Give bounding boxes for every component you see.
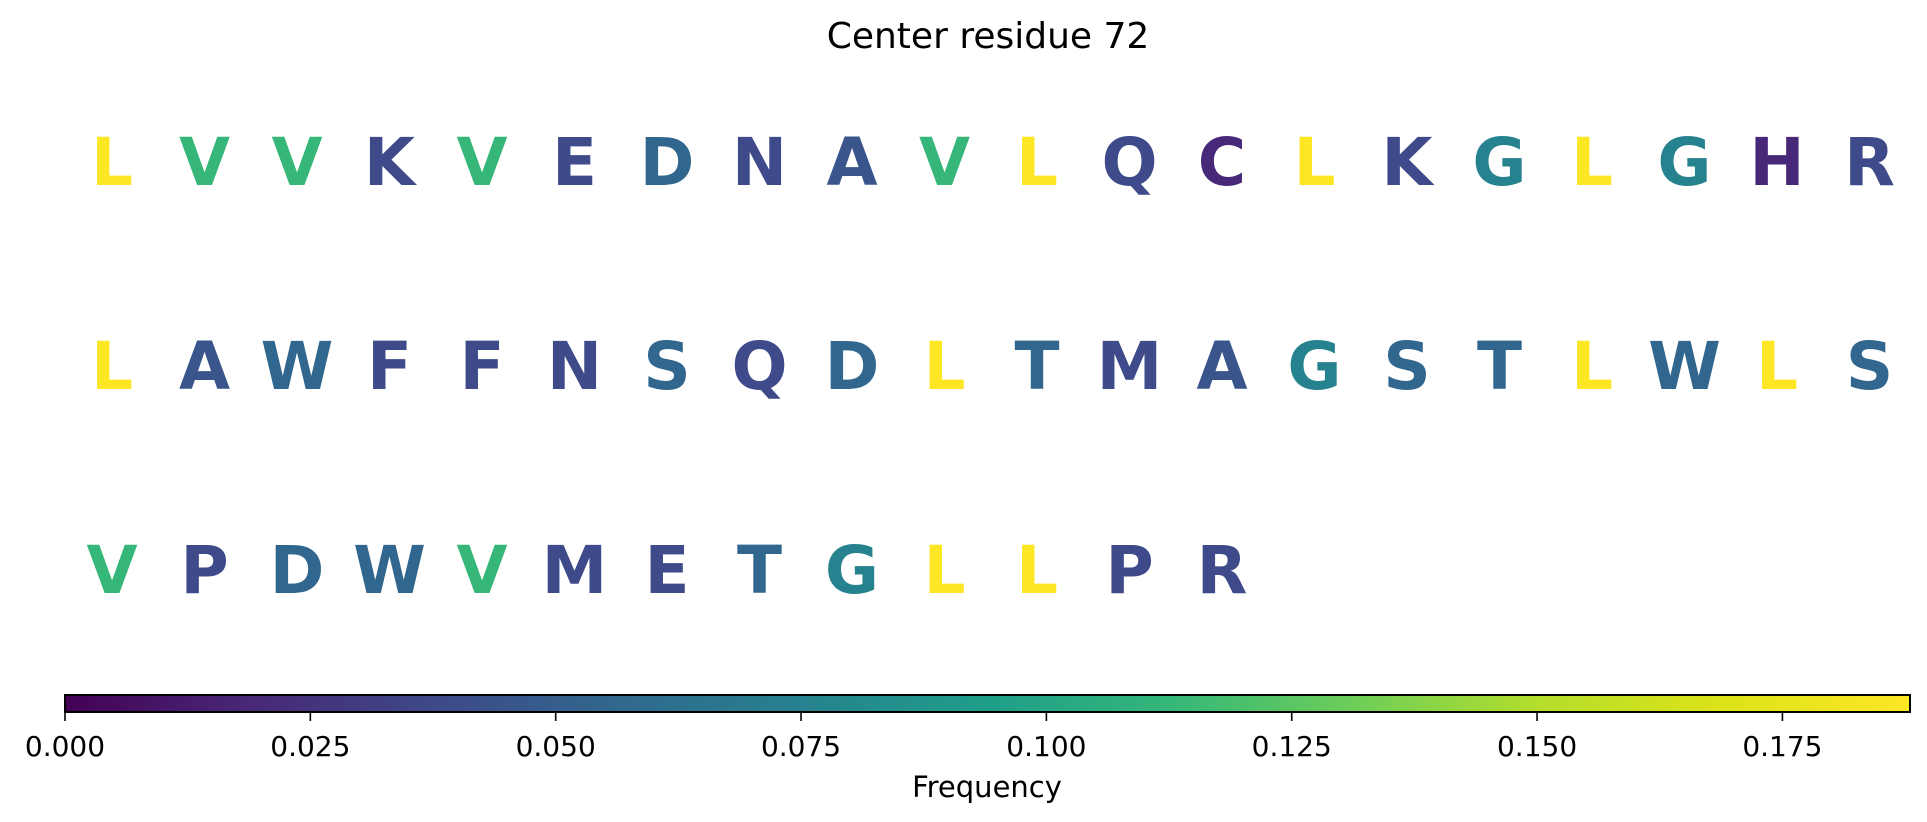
- residue-1-10: V: [919, 124, 970, 201]
- residue-2-20: S: [1846, 328, 1894, 405]
- residue-2-12: M: [1097, 328, 1163, 405]
- residue-3-3: D: [270, 532, 325, 609]
- residue-2-15: S: [1383, 328, 1431, 405]
- residue-2-14: G: [1287, 328, 1341, 405]
- residue-1-4: K: [364, 124, 418, 201]
- residue-1-3: V: [271, 124, 322, 201]
- residue-1-18: G: [1657, 124, 1711, 201]
- residue-3-5: V: [456, 532, 507, 609]
- residue-3-2: P: [180, 532, 228, 609]
- residue-1-11: L: [1016, 124, 1058, 201]
- residue-3-6: M: [542, 532, 608, 609]
- residue-3-8: T: [737, 532, 782, 609]
- residue-2-16: T: [1477, 328, 1522, 405]
- colorbar-tick-label: 0.050: [516, 730, 596, 763]
- residue-2-9: D: [825, 328, 880, 405]
- residue-2-10: L: [923, 328, 965, 405]
- residue-grid: L V V K V E D N A V L Q C L K G L G H RL A W F F N S Q D L T M A G S T L W L S…: [86, 124, 1894, 609]
- residue-1-9: A: [826, 124, 877, 201]
- colorbar-tick-label: 0.075: [761, 730, 841, 763]
- residue-1-1: L: [91, 124, 133, 201]
- residue-1-15: K: [1381, 124, 1435, 201]
- residue-3-1: V: [86, 532, 137, 609]
- residue-1-17: L: [1571, 124, 1613, 201]
- residue-3-10: L: [923, 532, 965, 609]
- residue-2-11: T: [1014, 328, 1059, 405]
- residue-1-6: E: [552, 124, 597, 201]
- colorbar-tick-label: 0.125: [1252, 730, 1332, 763]
- residue-2-17: L: [1571, 328, 1613, 405]
- colorbar-tick-label: 0.100: [1006, 730, 1086, 763]
- residue-2-8: Q: [731, 328, 787, 405]
- residue-1-16: G: [1472, 124, 1526, 201]
- residue-1-20: R: [1844, 124, 1895, 201]
- residue-2-3: W: [261, 328, 334, 405]
- colorbar-tick-label: 0.175: [1742, 730, 1822, 763]
- residue-3-13: R: [1197, 532, 1248, 609]
- residue-1-7: D: [640, 124, 695, 201]
- residue-2-19: L: [1756, 328, 1798, 405]
- residue-1-5: V: [456, 124, 507, 201]
- residue-3-11: L: [1016, 532, 1058, 609]
- residue-3-12: P: [1105, 532, 1153, 609]
- residue-2-2: A: [179, 328, 230, 405]
- chart-title: Center residue 72: [827, 16, 1150, 57]
- residue-2-18: W: [1648, 328, 1721, 405]
- residue-3-4: W: [353, 532, 426, 609]
- residue-2-1: L: [91, 328, 133, 405]
- colorbar-gradient: [64, 694, 1911, 713]
- colorbar-tick-label: 0.025: [270, 730, 350, 763]
- residue-3-7: E: [644, 532, 689, 609]
- residue-3-9: G: [825, 532, 879, 609]
- residue-1-14: L: [1293, 124, 1335, 201]
- residue-2-6: N: [547, 328, 602, 405]
- residue-1-8: N: [732, 124, 787, 201]
- frequency-colorbar: 0.000 0.025 0.050 0.075 0.100 0.125 0.150 0.175…: [25, 694, 1911, 804]
- residue-1-13: C: [1198, 124, 1246, 201]
- residue-1-19: H: [1749, 124, 1804, 201]
- residue-2-4: F: [367, 328, 412, 405]
- colorbar-ticks: 0.000 0.025 0.050 0.075 0.100 0.125 0.150 0.175: [25, 712, 1823, 763]
- colorbar-tick-label: 0.000: [25, 730, 105, 763]
- residue-2-5: F: [459, 328, 504, 405]
- residue-2-7: S: [643, 328, 691, 405]
- residue-1-12: Q: [1101, 124, 1157, 201]
- colorbar-label: Frequency: [912, 770, 1062, 804]
- residue-1-2: V: [179, 124, 230, 201]
- colorbar-tick-label: 0.150: [1497, 730, 1577, 763]
- residue-2-13: A: [1196, 328, 1247, 405]
